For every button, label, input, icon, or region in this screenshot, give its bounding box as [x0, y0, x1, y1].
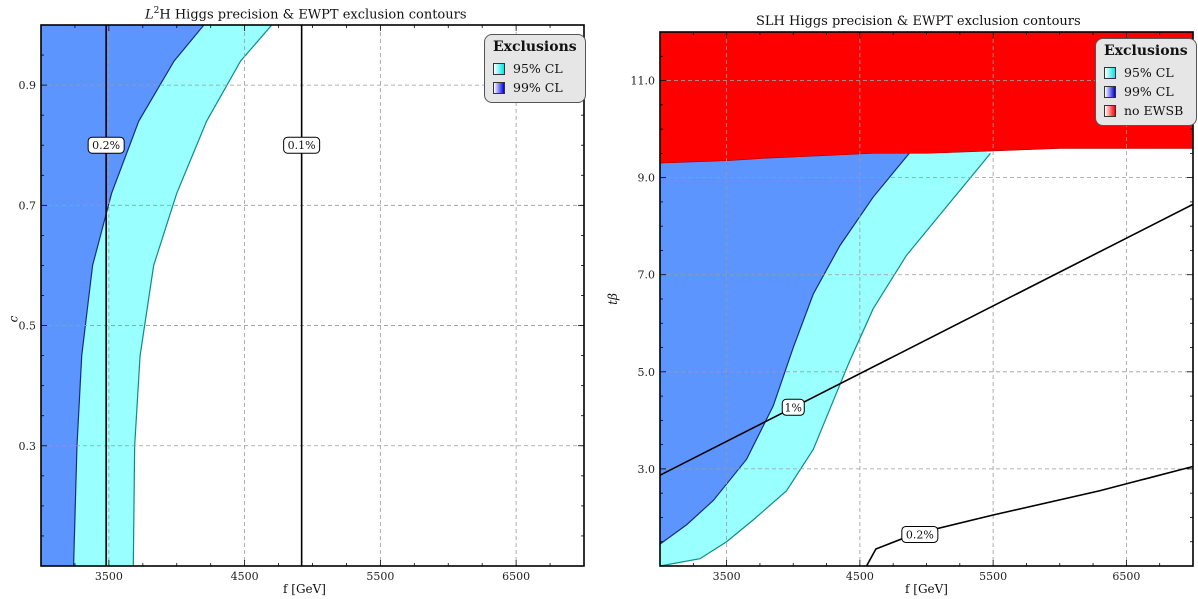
y-tick-label: 0.7 — [19, 199, 37, 212]
legend-label: 95% CL — [513, 61, 563, 76]
legend-swatch-95 — [1104, 66, 1116, 79]
x-tick-label: 3500 — [95, 570, 123, 583]
contour-label-box — [87, 136, 125, 154]
right-chart-plot: 1% 0.2% 3500 4500 5500 6500 3.0 5.0 7.0 9.0 11.0 — [631, 31, 1194, 583]
legend-label: 99% CL — [513, 80, 563, 95]
contour-group — [105, 25, 303, 566]
legend-title: Exclusions — [1104, 43, 1188, 59]
legend-swatch-95 — [493, 62, 505, 75]
legend-entry: 95% CL — [1104, 63, 1188, 82]
right-chart-panel: 1% 0.2% 3500 4500 5500 6500 3.0 5.0 7.0 9.0 11.0 S… — [599, 0, 1198, 599]
cl95-boundary — [132, 25, 273, 566]
x-tick-label: 3500 — [713, 570, 741, 583]
y-tick-label: 0.9 — [19, 79, 37, 92]
left-chart-title: L2H Higgs precision & EWPT exclusion con… — [145, 6, 467, 23]
contour-label: 0.2% — [906, 528, 934, 541]
plot-area — [41, 25, 273, 566]
y-tick-label: 11.0 — [631, 75, 656, 88]
y-tick-label: 7.0 — [638, 269, 656, 282]
x-tick-label: 5500 — [366, 570, 394, 583]
cl99-region — [41, 25, 204, 566]
no-ewsb-region — [660, 32, 1193, 164]
y-tick-label: 5.0 — [638, 366, 656, 379]
right-chart-xlabel: f [GeV] — [905, 582, 948, 596]
cl99-region — [660, 32, 910, 566]
legend-entry: 99% CL — [493, 78, 577, 97]
x-tick-label: 6500 — [1112, 570, 1140, 583]
y-tick-label: 9.0 — [638, 172, 656, 185]
y-tick-label: 0.3 — [19, 440, 37, 453]
cl99-boundary — [660, 152, 910, 545]
x-tick-label: 5500 — [979, 570, 1007, 583]
y-tick-label: 0.5 — [19, 320, 37, 333]
contour-label-box — [283, 136, 321, 154]
contour-line — [660, 203, 1193, 476]
contour-label-box — [781, 398, 805, 416]
legend-title: Exclusions — [493, 39, 577, 55]
legend-swatch-noewsb — [1104, 104, 1116, 117]
right-chart-legend: Exclusions 95% CL 99% CL no EWSB — [1095, 38, 1197, 126]
contour-label: 0.1% — [288, 139, 316, 152]
left-chart-legend: Exclusions 95% CL 99% CL — [484, 34, 586, 103]
left-chart-panel: 0.2% 0.1% 3500 4500 5500 6500 0.3 0.5 0.7 0.9 L2H… — [6, 6, 586, 596]
x-tick-label: 6500 — [502, 570, 530, 583]
contour-label: 0.2% — [92, 139, 120, 152]
legend-label: 95% CL — [1124, 65, 1174, 80]
y-tick-label: 3.0 — [638, 463, 656, 476]
left-chart-xlabel: f [GeV] — [283, 582, 326, 596]
left-chart-plot: 0.2% 0.1% 3500 4500 5500 6500 0.3 0.5 0.7 0.9 — [19, 24, 585, 583]
x-tick-label: 4500 — [231, 570, 259, 583]
contour-label-box — [901, 525, 939, 543]
cl99-boundary — [72, 25, 205, 566]
legend-swatch-99 — [493, 81, 505, 94]
legend-entry: 95% CL — [493, 59, 577, 78]
legend-label: no EWSB — [1124, 103, 1184, 118]
legend-entry: no EWSB — [1104, 101, 1188, 120]
right-chart-ylabel: tβ — [605, 293, 620, 305]
x-tick-label: 4500 — [846, 570, 874, 583]
contour-group — [660, 203, 1193, 566]
legend-entry: 99% CL — [1104, 82, 1188, 101]
cl95-boundary — [660, 152, 991, 566]
left-chart-ylabel: c — [6, 315, 21, 323]
contour-label: 1% — [785, 401, 802, 414]
legend-label: 99% CL — [1124, 84, 1174, 99]
right-chart-title: SLH Higgs precision & EWPT exclusion con… — [756, 14, 1081, 29]
contour-line — [865, 465, 1193, 566]
legend-swatch-99 — [1104, 85, 1116, 98]
